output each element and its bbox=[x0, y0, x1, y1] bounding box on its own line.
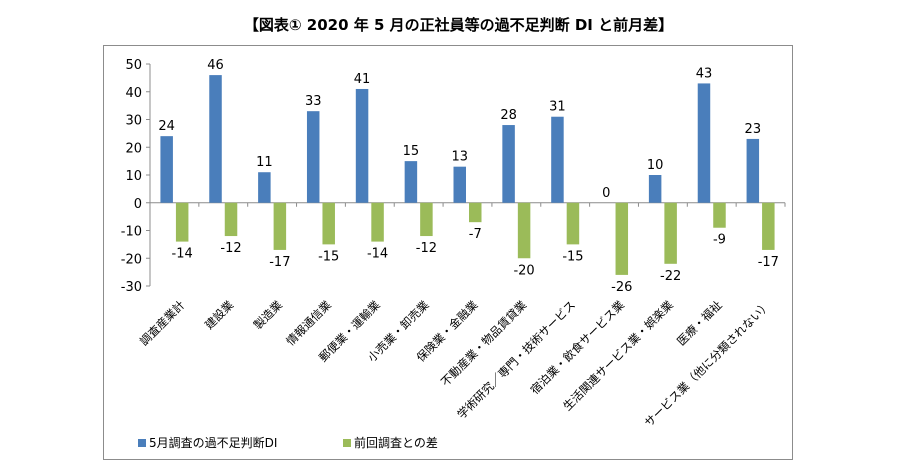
data-label: -9 bbox=[713, 233, 726, 248]
data-label: -26 bbox=[611, 280, 632, 295]
data-label: -12 bbox=[220, 241, 241, 256]
data-label: -20 bbox=[513, 263, 534, 278]
legend-label: 5月調査の過不足判断DI bbox=[149, 435, 277, 450]
bar-di bbox=[648, 175, 662, 203]
bar-diff bbox=[175, 202, 189, 242]
category-label: 情報通信業 bbox=[283, 297, 334, 348]
y-tick-label: 30 bbox=[125, 114, 142, 129]
data-label: -14 bbox=[172, 247, 193, 262]
category-label: 建設業 bbox=[202, 297, 237, 332]
y-tick-label: -30 bbox=[121, 280, 142, 295]
data-label: 0 bbox=[602, 186, 610, 201]
bar-diff bbox=[762, 202, 775, 250]
bar-di bbox=[502, 125, 515, 203]
data-label: -12 bbox=[416, 241, 437, 256]
bar-di bbox=[209, 75, 222, 203]
data-label: 24 bbox=[158, 119, 175, 134]
category-label: 医療・福祉 bbox=[674, 297, 725, 348]
data-label: -15 bbox=[562, 249, 583, 264]
data-label: -7 bbox=[469, 227, 482, 242]
chart-title: 【図表① 2020 年 5 月の正社員等の過不足判断 DI と前月差】 bbox=[243, 16, 674, 34]
bar-diff bbox=[420, 202, 433, 237]
data-label: 31 bbox=[549, 100, 566, 115]
y-tick-label: -10 bbox=[121, 225, 142, 240]
bar-diff bbox=[713, 202, 726, 228]
bar-di bbox=[404, 161, 418, 203]
y-tick-labels: 50 40 30 20 10 0 -10 -20 -30 bbox=[121, 58, 142, 295]
bar-di bbox=[551, 116, 564, 203]
category-labels: 調査産業計 建設業 製造業情報通信業郵便業・運輸業小売業・卸売業保険業・金融業不動産… bbox=[137, 297, 774, 429]
bar-di bbox=[697, 83, 711, 203]
bar-diff bbox=[273, 202, 287, 250]
bar-diff bbox=[371, 202, 384, 242]
data-label: -17 bbox=[758, 255, 779, 270]
data-label: 23 bbox=[745, 122, 762, 137]
data-label: -22 bbox=[660, 269, 681, 284]
bar-di bbox=[258, 172, 271, 203]
legend-swatch bbox=[138, 439, 146, 447]
data-label: 43 bbox=[696, 66, 713, 81]
data-label: 41 bbox=[354, 72, 371, 87]
data-label: 33 bbox=[305, 94, 322, 109]
legend: 5月調査の過不足判断DI 前回調査との差 bbox=[138, 435, 438, 450]
bar-di bbox=[306, 111, 320, 203]
bar-diff bbox=[322, 202, 335, 245]
bar-di bbox=[355, 88, 369, 203]
bar-diff bbox=[615, 202, 629, 275]
data-label: 46 bbox=[207, 58, 224, 73]
y-tick-label: 10 bbox=[125, 169, 142, 184]
y-tick-label: -20 bbox=[121, 252, 142, 267]
category-label: 宿泊業・飲食サービス業 bbox=[528, 297, 628, 397]
y-tick-label: 50 bbox=[125, 58, 142, 73]
bar-diff bbox=[517, 202, 531, 259]
bar-diff bbox=[469, 202, 482, 223]
data-label: 28 bbox=[500, 108, 517, 123]
bar-di bbox=[746, 138, 760, 203]
legend-swatch bbox=[343, 439, 351, 447]
legend-label: 前回調査との差 bbox=[354, 435, 438, 450]
category-label: 不動産業・物品賃貸業 bbox=[438, 297, 530, 389]
data-labels: 24 -14 46 -12 11 -17 33 -15 41 -14 15 -12 13 -7 28 -20 3… bbox=[158, 58, 779, 295]
y-tick-label: 20 bbox=[125, 141, 142, 156]
bar-diff bbox=[664, 202, 677, 264]
data-label: 15 bbox=[403, 144, 420, 159]
y-tick-label: 40 bbox=[125, 86, 142, 101]
data-label: -14 bbox=[367, 247, 388, 262]
bar-di bbox=[160, 136, 173, 203]
y-tick-label: 0 bbox=[134, 197, 142, 212]
data-label: 10 bbox=[647, 158, 664, 173]
axes bbox=[146, 63, 786, 287]
category-label: 製造業 bbox=[251, 297, 286, 332]
bars bbox=[160, 75, 775, 275]
data-label: 11 bbox=[256, 155, 273, 170]
bar-diff bbox=[224, 202, 238, 237]
bar-di bbox=[453, 166, 466, 203]
data-label: 13 bbox=[451, 150, 468, 165]
bar-diff bbox=[566, 202, 580, 245]
data-label: -15 bbox=[318, 249, 339, 264]
data-label: -17 bbox=[269, 255, 290, 270]
category-label: 調査産業計 bbox=[137, 298, 188, 349]
